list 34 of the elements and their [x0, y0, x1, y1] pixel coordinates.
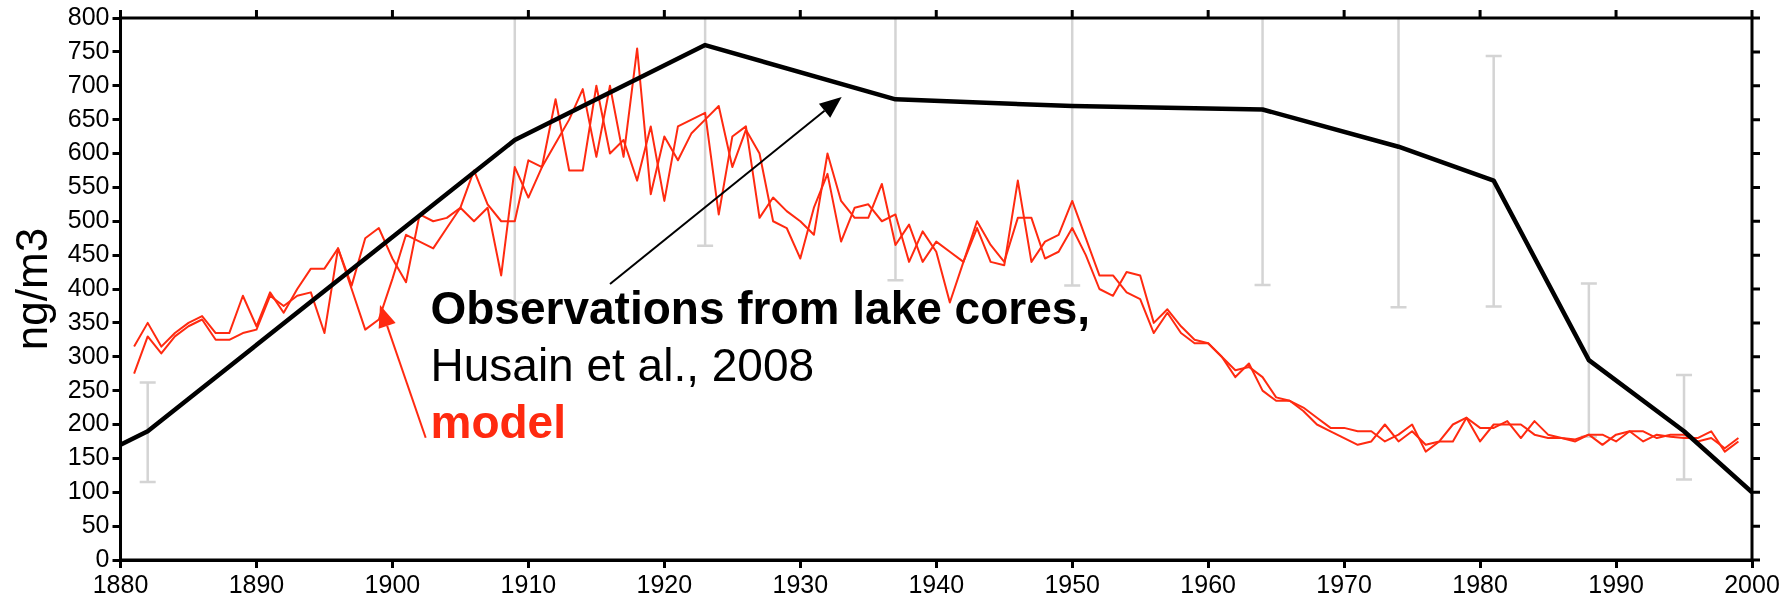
y-tick-label: 700 — [67, 69, 110, 98]
y-tick-label: 450 — [67, 239, 110, 268]
x-tick-label: 1950 — [1044, 569, 1101, 598]
x-tick-label: 1970 — [1316, 569, 1372, 598]
y-tick-label: 150 — [67, 442, 110, 471]
y-tick-label: 400 — [67, 272, 110, 301]
x-tick-label: 1960 — [1180, 569, 1236, 598]
y-tick-label: 50 — [81, 510, 110, 539]
x-tick-label: 1990 — [1588, 569, 1644, 598]
annotation: Husain et al., 2008 — [430, 339, 815, 392]
y-tick-label: 0 — [95, 543, 110, 572]
y-tick-label: 100 — [67, 476, 110, 505]
y-tick-label: 750 — [67, 35, 110, 64]
x-tick-label: 1920 — [636, 569, 693, 598]
x-tick-label: 1900 — [364, 569, 421, 598]
annotation: Observations from lake cores, — [430, 282, 1091, 335]
y-tick-label: 500 — [67, 205, 110, 234]
y-tick-label: 550 — [67, 171, 110, 200]
x-tick-label: 1890 — [228, 569, 285, 598]
annotation: model — [430, 396, 566, 449]
y-tick-label: 200 — [67, 408, 110, 437]
x-tick-label: 1980 — [1452, 569, 1508, 598]
x-tick-label: 1880 — [92, 569, 149, 598]
y-tick-label: 800 — [67, 1, 110, 30]
x-tick-label: 1940 — [908, 569, 965, 598]
y-tick-label: 300 — [67, 340, 110, 369]
x-tick-label: 2000 — [1724, 569, 1780, 598]
x-tick-label: 1930 — [772, 569, 829, 598]
y-axis-title: ng/m3 — [6, 227, 56, 351]
y-tick-label: 650 — [67, 103, 110, 132]
y-tick-label: 250 — [67, 374, 110, 403]
y-tick-label: 350 — [67, 306, 110, 335]
x-tick-label: 1910 — [500, 569, 557, 598]
y-tick-label: 600 — [67, 137, 110, 166]
